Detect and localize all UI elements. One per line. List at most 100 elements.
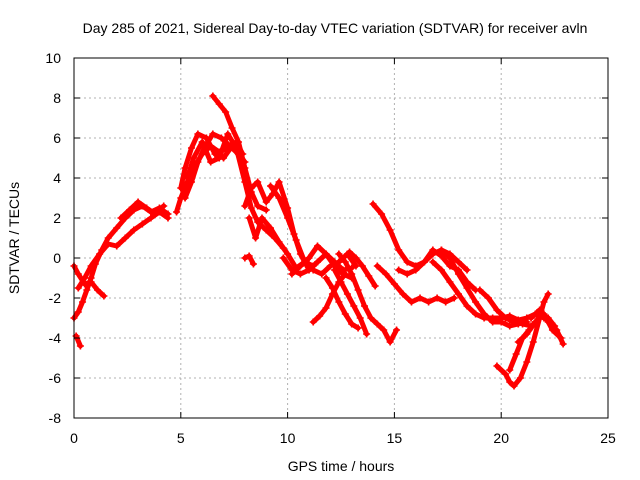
- data-point-marker: [446, 278, 454, 286]
- data-point-marker: [371, 282, 379, 290]
- data-point-marker: [160, 202, 168, 210]
- data-point-marker: [348, 320, 356, 328]
- data-point-marker: [331, 266, 339, 274]
- data-point-marker: [341, 258, 349, 266]
- data-point-marker: [425, 298, 433, 306]
- data-point-marker: [446, 254, 454, 262]
- x-tick-labels: 0 5 10 15 20 25: [70, 430, 616, 446]
- data-point-marker: [557, 334, 565, 342]
- x-tick-label: 5: [177, 430, 185, 446]
- data-point-marker: [254, 202, 262, 210]
- chart-title: Day 285 of 2021, Sidereal Day-to-day VTE…: [83, 20, 588, 36]
- series-track-25: [429, 258, 548, 324]
- data-point-marker: [527, 314, 535, 322]
- data-point-marker: [147, 214, 155, 222]
- data-point-marker: [209, 130, 217, 138]
- data-point-marker: [506, 366, 514, 374]
- data-point-marker: [399, 290, 407, 298]
- data-point-marker: [316, 312, 324, 320]
- data-point-marker: [254, 178, 262, 186]
- data-point-marker: [328, 284, 336, 292]
- data-point-marker: [198, 138, 206, 146]
- data-point-marker: [416, 294, 424, 302]
- data-point-marker: [74, 270, 82, 278]
- data-point-marker: [104, 234, 112, 242]
- data-point-marker: [138, 220, 146, 228]
- data-series: [70, 92, 567, 390]
- data-point-marker: [194, 158, 202, 166]
- data-point-marker: [224, 130, 232, 138]
- x-tick-label: 0: [70, 430, 78, 446]
- series-track-13: [241, 252, 257, 268]
- data-point-marker: [354, 286, 362, 294]
- data-point-marker: [211, 150, 219, 158]
- data-point-marker: [322, 250, 330, 258]
- data-point-marker: [341, 270, 349, 278]
- series-track-18: [322, 274, 362, 332]
- data-point-marker: [104, 240, 112, 248]
- data-point-marker: [83, 286, 91, 294]
- data-point-marker: [403, 258, 411, 266]
- x-axis-label: GPS time / hours: [288, 458, 395, 474]
- data-point-marker: [288, 270, 296, 278]
- data-point-marker: [318, 270, 326, 278]
- data-point-marker: [523, 358, 531, 366]
- data-point-marker: [279, 254, 287, 262]
- data-point-marker: [126, 206, 134, 214]
- series-trace: [515, 311, 564, 345]
- data-point-marker: [284, 250, 292, 258]
- data-point-marker: [516, 374, 524, 382]
- data-point-marker: [519, 320, 527, 328]
- data-point-marker: [501, 370, 509, 378]
- data-point-marker: [437, 266, 445, 274]
- data-point-marker: [536, 306, 544, 314]
- data-point-marker: [454, 258, 462, 266]
- data-point-marker: [194, 130, 202, 138]
- data-point-marker: [540, 298, 548, 306]
- data-point-marker: [207, 158, 215, 166]
- data-point-marker: [314, 242, 322, 250]
- data-point-marker: [292, 236, 300, 244]
- series-trace: [71, 203, 171, 321]
- y-tick-label: 10: [45, 50, 61, 66]
- data-point-marker: [296, 270, 304, 278]
- data-point-marker: [463, 266, 471, 274]
- data-point-marker: [245, 252, 253, 260]
- data-point-marker: [113, 242, 121, 250]
- data-point-marker: [262, 198, 270, 206]
- data-point-marker: [454, 290, 462, 298]
- data-point-marker: [187, 178, 195, 186]
- data-point-marker: [382, 270, 390, 278]
- data-point-marker: [74, 308, 82, 316]
- data-point-marker: [437, 252, 445, 260]
- data-point-marker: [252, 234, 260, 242]
- data-point-marker: [523, 330, 531, 338]
- series-trace: [289, 243, 355, 281]
- data-point-marker: [497, 318, 505, 326]
- series-track-21: [346, 248, 379, 290]
- series-trace: [332, 267, 370, 337]
- data-point-marker: [437, 246, 445, 254]
- data-point-marker: [190, 154, 198, 162]
- data-point-marker: [442, 298, 450, 306]
- series-trace: [430, 259, 547, 323]
- data-point-marker: [74, 284, 82, 292]
- y-tick-label: 0: [53, 250, 61, 266]
- data-point-marker: [493, 306, 501, 314]
- data-point-marker: [305, 254, 313, 262]
- data-point-marker: [407, 298, 415, 306]
- series-track-2: [70, 262, 108, 300]
- data-point-marker: [514, 338, 522, 346]
- data-point-marker: [512, 350, 520, 358]
- series-trace: [396, 247, 479, 293]
- data-point-marker: [249, 260, 257, 268]
- data-point-marker: [267, 182, 275, 190]
- data-point-marker: [429, 246, 437, 254]
- series-trace: [75, 209, 171, 291]
- axis-ticks: [73, 57, 609, 419]
- data-point-marker: [395, 266, 403, 274]
- series-track-5: [117, 198, 168, 222]
- data-point-marker: [348, 270, 356, 278]
- data-point-marker: [241, 164, 249, 172]
- data-point-marker: [314, 258, 322, 266]
